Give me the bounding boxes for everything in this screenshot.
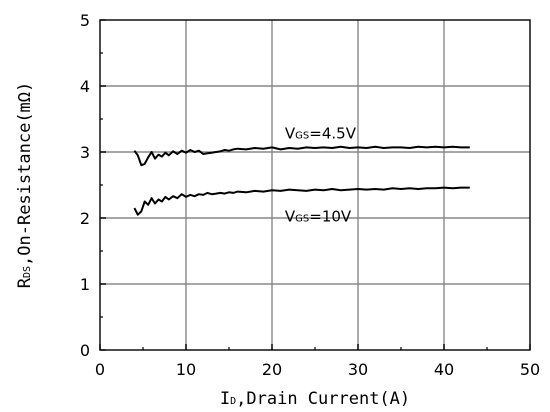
series-annotation-vgs-10v: VGS=10V	[285, 208, 352, 226]
y-axis-label: RDS,On-Resistance(mΩ)	[15, 82, 35, 289]
ticks	[99, 19, 531, 351]
y-tick-label: 4	[80, 77, 90, 96]
series-layer	[133, 145, 470, 216]
series-annotation-vgs-4-5v: VGS=4.5V	[285, 125, 357, 143]
y-tick-label: 0	[80, 341, 90, 360]
x-tick-label: 50	[520, 360, 540, 379]
x-tick-label: 0	[95, 360, 105, 379]
y-tick-label: 1	[80, 275, 90, 294]
labels: 0 10 20 30 40 50 0 1 2 3 4 5 VGS=4.5V VGS=10V ID,Drain…	[15, 11, 540, 409]
x-tick-label: 40	[434, 360, 454, 379]
series-line-vgs-4-5v	[133, 145, 470, 167]
x-tick-label: 20	[262, 360, 282, 379]
series-line-vgs-10v	[133, 186, 470, 216]
x-tick-label: 30	[348, 360, 368, 379]
plot-frame	[99, 19, 531, 351]
x-tick-label: 10	[176, 360, 196, 379]
y-tick-label: 3	[80, 143, 90, 162]
grid-lines	[100, 20, 530, 350]
x-axis-label: ID,Drain Current(A)	[220, 389, 410, 409]
y-tick-label: 5	[80, 11, 90, 30]
y-tick-label: 2	[80, 209, 90, 228]
